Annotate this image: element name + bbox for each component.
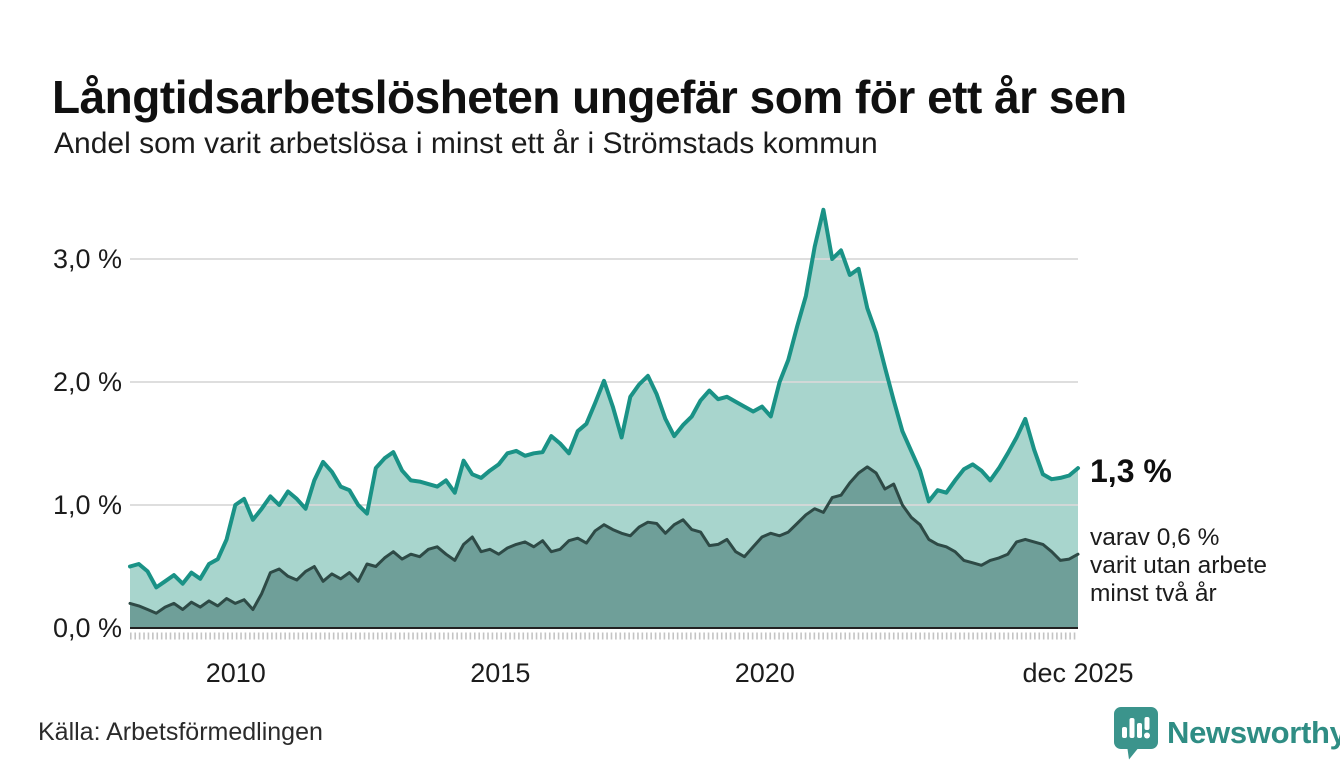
secondary-value-label: varav 0,6 % varit utan arbete minst två … [1090,524,1267,608]
secondary-value-line: varav 0,6 % [1090,524,1220,551]
latest-value-label: 1,3 % [1090,453,1172,489]
secondary-value-line: minst två år [1090,580,1217,607]
secondary-value-line: varit utan arbete [1090,552,1268,579]
logo-barchart-glyph [1122,717,1150,739]
x-tick-label: dec 2025 [1022,658,1134,688]
y-tick-label: 2,0 % [52,367,122,397]
y-tick-label: 0,0 % [52,613,122,643]
page-title: Långtidsarbetslösheten ungefär som för e… [52,70,1127,123]
y-tick-label: 3,0 % [52,244,122,274]
source-note: Källa: Arbetsförmedlingen [38,718,323,746]
page-subtitle: Andel som varit arbetslösa i minst ett å… [54,127,878,160]
logo-bubble-shape [1114,707,1158,760]
x-tick-label: 2020 [734,658,795,688]
y-tick-label: 1,0 % [52,490,122,520]
x-tick-label: 2010 [205,658,266,688]
newsworthy-logo-icon [1114,707,1158,760]
series-line [128,465,1080,615]
x-tick-label: 2015 [470,658,531,688]
series-area [130,466,1078,628]
series-line [128,207,1080,590]
newsworthy-logo-text: Newsworthy [1167,715,1340,750]
newsworthy-logo: Newsworthy [1113,706,1340,760]
